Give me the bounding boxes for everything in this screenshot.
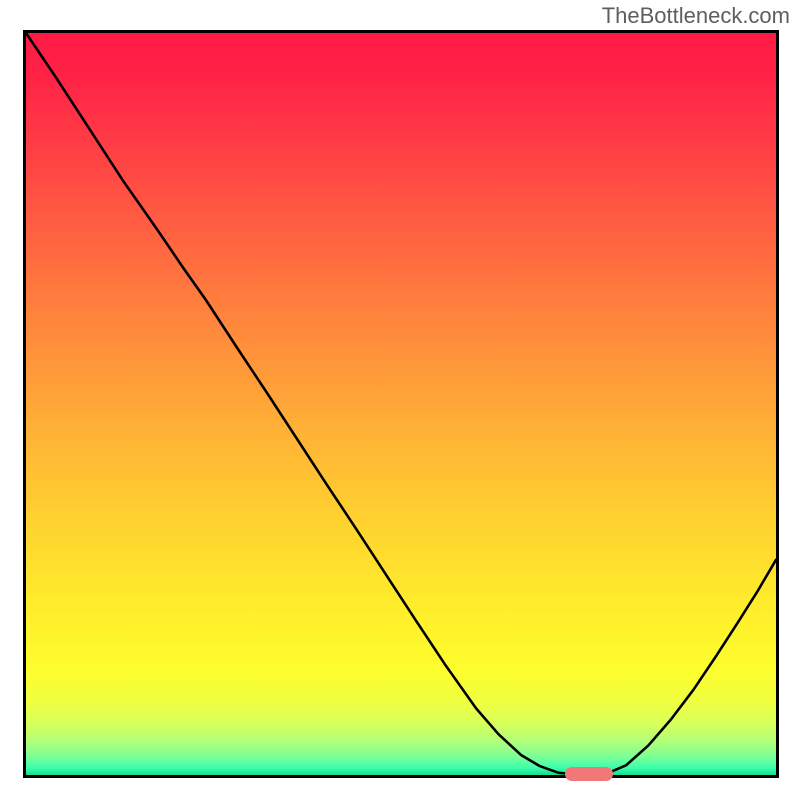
chart-container: { "canvas": { "width": 800, "height": 80… [0, 0, 800, 800]
watermark-text: TheBottleneck.com [602, 3, 790, 29]
curve-layer [26, 33, 776, 775]
minimum-marker [565, 767, 613, 781]
bottleneck-curve [26, 33, 776, 775]
plot-frame [23, 30, 779, 778]
